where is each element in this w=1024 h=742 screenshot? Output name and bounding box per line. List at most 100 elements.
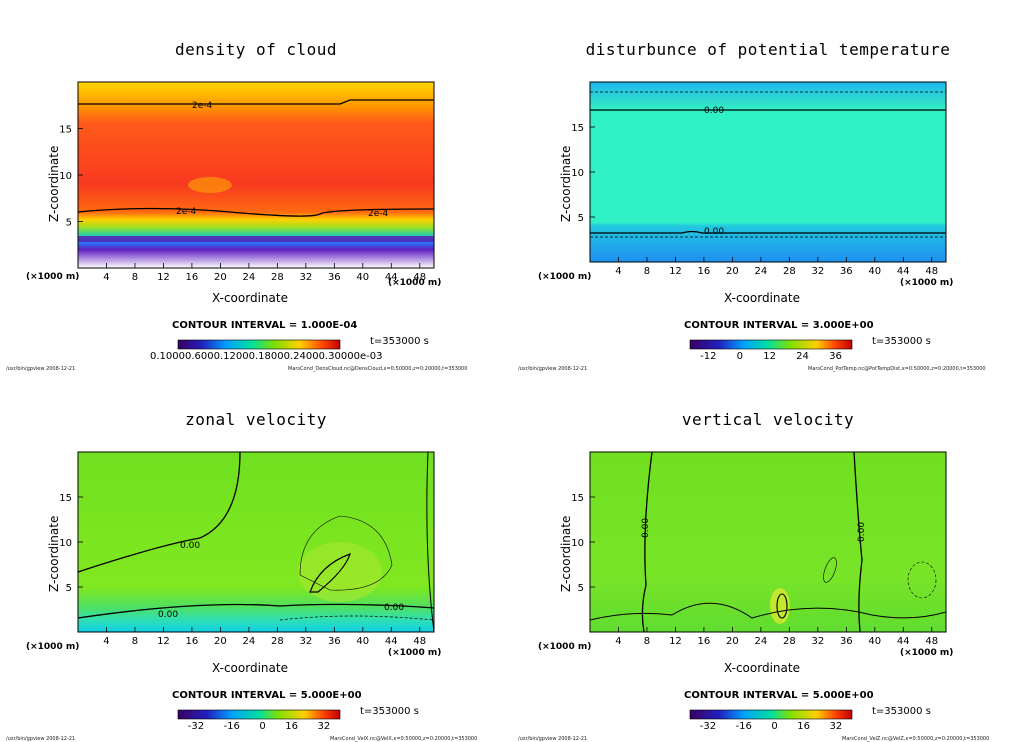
x-tick-label: 8 [644,266,650,277]
colorbar-tick-label: -12 [700,351,717,362]
contour-label: 0.00 [180,541,200,551]
contour-label: 0.00 [704,106,724,116]
x-tick-label: 24 [755,636,768,647]
x-tick-label: 16 [186,272,199,283]
x-tick-label: 36 [840,636,853,647]
x-axis-label: X-coordinate [724,291,800,305]
x-tick-label: 44 [897,266,910,277]
y-axis-label: Z-coordinate [47,146,61,222]
y-tick-label: 10 [59,538,72,549]
x-tick-label: 32 [811,636,824,647]
x-tick-label: 32 [299,636,312,647]
footer-left: /usr/bin/gpview 2008-12-21 [6,366,76,372]
x-tick-label: 4 [615,266,621,277]
colorbar-tick-label: 24 [796,351,809,362]
y-tick-label: 15 [59,493,72,504]
x-unit-left: (×1000 m) [538,642,592,652]
x-unit-left: (×1000 m) [26,272,80,282]
density-plot: 2e-4 2e-4 2e-4 4 8 12 16 20 24 28 32 36 40 44 48 51… [47,81,435,350]
contour-line-edge [426,451,435,633]
contour-closed-thin [823,557,837,583]
jet-core [298,542,382,602]
contour-line-zero [77,451,241,573]
colorbar-tick-label: -32 [187,721,205,732]
x-tick-label: 8 [644,636,650,647]
x-tick-label: 4 [615,636,621,647]
x-tick-label: 40 [356,272,369,283]
x-tick-label: 48 [925,636,938,647]
temperature-field [590,82,946,262]
chart-title: disturbunce of potential temperature [585,40,951,59]
y-tick-label: 10 [571,538,584,549]
y-axis-label: Z-coordinate [47,516,61,592]
x-tick-label: 12 [157,636,170,647]
y-tick-label: 15 [59,125,72,136]
contour-line-lower [590,230,946,234]
time-stamp: t=353000 s [360,706,419,717]
x-tick-label: 32 [811,266,824,277]
plot-area [589,81,947,263]
x-tick-label: 40 [868,266,881,277]
footer-right: MarsCond_DensCloud.nc@DensCloud,x=0:5000… [288,366,468,372]
x-axis-label: X-coordinate [212,661,288,675]
contour-interval: CONTOUR INTERVAL = 3.000E+00 [684,320,874,331]
contour-label: 0.00 [384,603,404,613]
x-tick-label: 28 [271,272,284,283]
y-tick-label: 15 [571,123,584,134]
x-tick-label: 4 [103,636,109,647]
contour-line-low [77,603,435,619]
x-tick-label: 12 [157,272,170,283]
x-tick-label: 44 [385,272,398,283]
contour-line-closed [309,553,351,593]
colorbar-ticks: -32 -16 0 16 32 [690,721,852,732]
colorbar-ticks: -12 0 12 24 36 [690,351,852,362]
x-tick-label: 28 [271,636,284,647]
contour-line-thin [299,515,393,591]
x-tick-label: 48 [925,266,938,277]
colorbar-tick-label: 32 [829,721,843,732]
footer-left: /usr/bin/gpview 2008-12-21 [6,736,76,742]
colorbar-tick-label: 0 [259,721,266,732]
colorbar-tick-label: 16 [285,721,298,732]
y-tick-labels: 5 10 15 [59,493,83,594]
colorbar [177,339,341,350]
velocity-field [590,452,946,632]
contour-closed [776,593,788,619]
x-tick-label: 40 [356,636,369,647]
x-unit-right: (×1000 m) [900,278,954,288]
panel-density-of-cloud: density of cloud [0,0,512,372]
velocity-field [78,452,434,632]
plot-area [77,81,435,269]
contour-line-low [589,602,947,621]
y-tick-label: 5 [66,218,72,229]
plot-area [589,451,947,633]
x-unit-right: (×1000 m) [388,278,442,288]
colorbar-ticks: 0.10000.6000.12000.18000.24000.30000e-03 [150,351,383,362]
panel-potential-temperature: disturbunce of potential temperature [512,0,1024,372]
contour-label: 2e-4 [176,207,197,217]
x-tick-labels: 4 8 12 16 20 24 28 32 36 40 44 48 [615,627,938,647]
colorbar-tick-label: 36 [829,351,842,362]
x-tick-label: 16 [698,266,711,277]
footer-right: MarsCond_VelX.nc@VelX,x=0:50000,z=0:2000… [330,736,478,742]
chart-title: zonal velocity [185,410,327,429]
contour-interval: CONTOUR INTERVAL = 1.000E-04 [172,320,358,331]
contour-line-upper [78,99,434,105]
time-stamp: t=353000 s [872,706,931,717]
x-tick-label: 12 [669,636,682,647]
y-tick-label: 10 [571,168,584,179]
chart-title: density of cloud [174,40,338,59]
footer-right: MarsCond_PotTemp.nc@PotTempDist,x=0:5000… [808,366,986,372]
x-tick-label: 24 [755,266,768,277]
colorbar-tick-label: -32 [699,721,717,732]
chart-title: vertical velocity [681,410,855,429]
x-tick-label: 16 [186,636,199,647]
contour-label: 0.00 [641,518,651,538]
x-tick-label: 28 [783,636,796,647]
colorbar-tick-label: 32 [317,721,331,732]
y-tick-labels: 5 10 15 [571,493,595,594]
x-tick-label: 8 [132,272,138,283]
x-tick-label: 36 [328,272,341,283]
y-tick-label: 5 [578,213,584,224]
